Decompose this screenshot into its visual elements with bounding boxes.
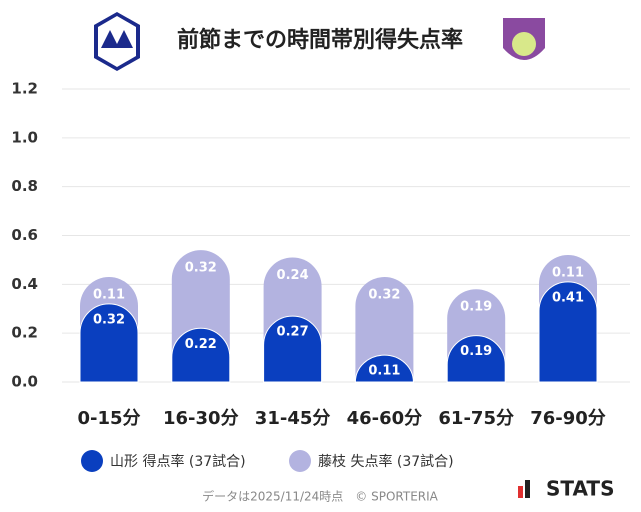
x-tick-label: 46-60分 <box>347 408 423 429</box>
bar-segment <box>263 315 323 383</box>
legend-label: 山形 得点率 (37試合) <box>110 453 246 470</box>
home-logo <box>94 12 140 71</box>
plot: 0.0 0.2 0.4 0.6 0.8 1.0 1.2 0.11 0.32 0-15分 0.32 0.… <box>11 80 630 472</box>
source-note: データは2025/11/24時点 © SPORTERIA <box>202 489 439 504</box>
data-label: 0.11 <box>93 288 125 303</box>
brand-logo: STATS <box>518 477 614 501</box>
data-label: 0.11 <box>368 364 400 379</box>
y-tick-label: 0.8 <box>11 177 38 195</box>
legend-label: 藤枝 失点率 (37試合) <box>318 453 454 470</box>
bar-segment <box>171 327 231 383</box>
y-tick-label: 1.0 <box>11 128 38 146</box>
data-label: 0.11 <box>552 266 584 281</box>
chart-title: 前節までの時間帯別得失点率 <box>177 27 463 53</box>
y-tick-label: 0.0 <box>11 373 38 391</box>
y-tick-label: 0.4 <box>11 275 38 293</box>
y-tick-label: 1.2 <box>11 80 38 98</box>
away-logo <box>503 18 545 60</box>
legend-swatch <box>81 450 103 472</box>
y-tick-label: 0.2 <box>11 324 38 342</box>
bar-segment <box>355 277 414 382</box>
data-label: 0.41 <box>552 290 584 305</box>
y-tick-label: 0.6 <box>11 226 38 244</box>
bar-segment <box>79 303 139 383</box>
data-label: 0.32 <box>368 288 400 303</box>
brand-text: STATS <box>546 477 614 501</box>
data-label: 0.32 <box>185 261 217 276</box>
x-tick-label: 61-75分 <box>438 408 514 429</box>
bar-segment <box>446 335 506 383</box>
x-tick-label: 0-15分 <box>77 408 140 429</box>
data-label: 0.32 <box>93 312 125 327</box>
bar-segment <box>354 354 414 383</box>
data-label: 0.19 <box>460 344 492 359</box>
x-tick-label: 16-30分 <box>163 408 239 429</box>
legend-swatch <box>289 450 311 472</box>
data-label: 0.22 <box>185 337 217 352</box>
data-label: 0.19 <box>460 300 492 315</box>
data-label: 0.27 <box>277 325 309 340</box>
data-label: 0.24 <box>277 268 309 283</box>
x-tick-label: 76-90分 <box>530 408 606 429</box>
x-tick-label: 31-45分 <box>255 408 331 429</box>
bar-segment <box>538 281 598 383</box>
